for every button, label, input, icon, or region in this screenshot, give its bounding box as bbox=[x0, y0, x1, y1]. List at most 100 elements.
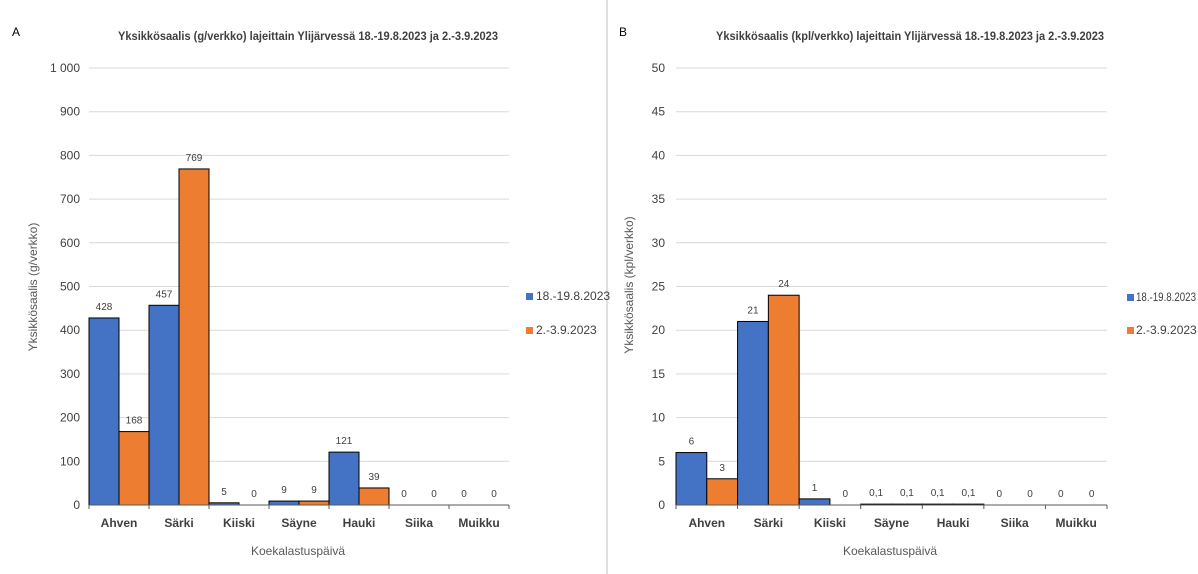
panel-b-data-label: 0,1 bbox=[931, 488, 945, 499]
panel-b-data-label: 0,1 bbox=[962, 488, 976, 499]
panel-a-y-tick-label: 800 bbox=[60, 148, 80, 162]
panel-a-bars bbox=[88, 168, 390, 506]
panel-a-legend-label-2: 2.-3.9.2023 bbox=[536, 323, 597, 337]
panel-a-y-tick-label: 100 bbox=[60, 454, 80, 468]
panel-b-legend-label-2: 2.-3.9.2023 bbox=[1136, 323, 1197, 337]
panel-a-x-tick-label: Hauki bbox=[343, 516, 376, 530]
panel-b-y-tick-label: 5 bbox=[658, 454, 665, 468]
panel-a-y-tick-label: 900 bbox=[60, 105, 80, 119]
panel-b-data-label: 6 bbox=[689, 437, 695, 448]
panel-a-data-label: 0 bbox=[491, 489, 497, 500]
panel-a-bar-ahven-series1 bbox=[88, 317, 120, 506]
panel-b-data-label: 0 bbox=[1058, 489, 1064, 500]
panel-b-bars bbox=[675, 294, 985, 506]
panel-b-data-label: 0 bbox=[843, 489, 849, 500]
panel-a-data-label: 0 bbox=[401, 489, 407, 500]
panel-b-y-axis-title: Yksikkösaalis (kpl/verkko) bbox=[622, 216, 636, 353]
panel-b-x-axis: Ahven Särki Kiiski Säyne Hauki Siika Muikku bbox=[675, 505, 1108, 530]
panel-a-bar-ahven-series2 bbox=[118, 431, 150, 506]
panel-b-y-tick-label: 40 bbox=[652, 148, 666, 162]
panel-b-bar-ahven-series1 bbox=[675, 452, 708, 506]
panel-b-data-label: 3 bbox=[719, 463, 725, 474]
panel-a-y-axis: 0 100 200 300 400 500 600 700 800 900 1 000 bbox=[50, 61, 80, 512]
panel-a-x-axis: Ahven Särki Kiiski Säyne Hauki Siika Muikku bbox=[88, 505, 510, 530]
panel-a-legend-swatch-2 bbox=[526, 327, 533, 334]
panel-a-data-label: 121 bbox=[336, 436, 353, 447]
panel-a-y-tick-label: 400 bbox=[60, 323, 80, 337]
panel-b-y-axis: 0 5 10 15 20 25 30 35 40 45 50 bbox=[652, 61, 666, 512]
panel-a-x-tick-label: Siika bbox=[405, 516, 433, 530]
panel-b-x-axis-title: Koekalastuspäivä bbox=[843, 544, 937, 558]
panel-b-data-label: 24 bbox=[778, 279, 790, 290]
panel-a-bar-säyne-series2 bbox=[298, 500, 330, 506]
panel-a-y-axis-title: Yksikkösaalis (g/verkko) bbox=[26, 223, 40, 352]
panel-a-data-label: 168 bbox=[126, 416, 143, 427]
panel-a-data-label: 9 bbox=[311, 485, 317, 496]
panel-b-x-tick-label: Säyne bbox=[874, 516, 910, 530]
panel-a-letter: A bbox=[12, 25, 20, 39]
panel-a-y-tick-label: 300 bbox=[60, 367, 80, 381]
panel-a-legend-label-1: 18.-19.8.2023 bbox=[536, 289, 610, 303]
panel-a-data-label: 0 bbox=[461, 489, 467, 500]
panel-a-data-label: 457 bbox=[156, 289, 173, 300]
panel-b-bar-ahven-series2 bbox=[706, 478, 739, 506]
panel-a-x-axis-title: Koekalastuspäivä bbox=[251, 544, 345, 558]
panel-b-y-tick-label: 45 bbox=[652, 105, 666, 119]
panel-a-title: Yksikkösaalis (g/verkko) lajeittain Ylij… bbox=[118, 29, 498, 43]
panel-b-data-label: 1 bbox=[812, 483, 818, 494]
panel-b-bar-särki-series2 bbox=[767, 294, 800, 506]
panel-b-x-tick-label: Hauki bbox=[937, 516, 970, 530]
panel-b-y-tick-label: 35 bbox=[652, 192, 666, 206]
panel-b-data-label: 21 bbox=[747, 305, 759, 316]
panel-a-y-tick-label: 700 bbox=[60, 192, 80, 206]
panel-b-data-label: 0,1 bbox=[900, 488, 914, 499]
panel-b-letter: B bbox=[619, 25, 627, 39]
panel-a-y-tick-label: 500 bbox=[60, 280, 80, 294]
panel-a-data-label: 0 bbox=[251, 489, 257, 500]
panel-b-y-tick-label: 25 bbox=[652, 280, 666, 294]
panel-b-x-tick-label: Muikku bbox=[1056, 516, 1097, 530]
panel-b-title: Yksikkösaalis (kpl/verkko) lajeittain Yl… bbox=[716, 29, 1104, 43]
panel-a-data-label: 39 bbox=[368, 472, 380, 483]
panel-a-bar-hauki-series1 bbox=[328, 451, 360, 506]
panel-b: B Yksikkösaalis (kpl/verkko) lajeittain … bbox=[619, 25, 1197, 558]
panel-b-x-tick-label: Siika bbox=[1001, 516, 1029, 530]
panel-b-y-tick-label: 50 bbox=[652, 61, 666, 75]
panel-a-legend-swatch-1 bbox=[526, 293, 533, 300]
panel-a-y-tick-label: 0 bbox=[73, 498, 80, 512]
panel-a-data-label: 428 bbox=[96, 302, 113, 313]
panel-a-bar-hauki-series2 bbox=[358, 487, 390, 506]
panel-a-y-tick-label: 600 bbox=[60, 236, 80, 250]
panel-b-x-tick-label: Särki bbox=[754, 516, 783, 530]
panel-a-x-tick-label: Muikku bbox=[458, 516, 499, 530]
panel-a-data-label: 9 bbox=[281, 485, 287, 496]
panel-a-x-tick-label: Ahven bbox=[101, 516, 138, 530]
panel-b-data-label: 0 bbox=[1089, 489, 1095, 500]
panel-a-x-tick-label: Kiiski bbox=[223, 516, 255, 530]
panel-a-bar-säyne-series1 bbox=[268, 500, 300, 506]
panel-b-bar-särki-series1 bbox=[737, 320, 769, 506]
panel-a-data-label: 769 bbox=[186, 153, 203, 164]
panel-a-data-label: 0 bbox=[431, 489, 437, 500]
panel-b-bar-kiiski-series1 bbox=[798, 498, 831, 506]
panel-b-legend-swatch-1 bbox=[1127, 294, 1134, 301]
panel-b-legend: 18.-19.8.2023 2.-3.9.2023 bbox=[1127, 290, 1197, 337]
panel-a-y-tick-label: 1 000 bbox=[50, 61, 80, 75]
panel-a-y-tick-label: 200 bbox=[60, 411, 80, 425]
panel-a-data-label: 5 bbox=[221, 487, 227, 498]
panel-a-bar-särki-series1 bbox=[148, 304, 180, 506]
panel-b-y-tick-label: 15 bbox=[652, 367, 666, 381]
panel-a: A Yksikkösaalis (g/verkko) lajeittain Yl… bbox=[12, 0, 610, 574]
panel-b-y-tick-label: 20 bbox=[652, 323, 666, 337]
panel-a-legend: 18.-19.8.2023 2.-3.9.2023 bbox=[526, 289, 610, 337]
panel-a-x-tick-label: Särki bbox=[164, 516, 193, 530]
panel-b-data-labels: 6 3 21 24 1 0 0,1 0,1 0,1 0,1 0 0 0 0 bbox=[689, 279, 1095, 500]
panel-b-x-tick-label: Kiiski bbox=[814, 516, 846, 530]
panel-a-bar-särki-series2 bbox=[178, 168, 210, 506]
panel-b-y-tick-label: 30 bbox=[652, 236, 666, 250]
panel-a-data-labels: 428 168 457 769 5 0 9 9 121 39 0 0 0 0 bbox=[96, 153, 498, 500]
panel-b-y-tick-label: 0 bbox=[658, 498, 665, 512]
panel-b-legend-swatch-2 bbox=[1127, 327, 1134, 334]
panel-b-data-label: 0,1 bbox=[869, 488, 883, 499]
